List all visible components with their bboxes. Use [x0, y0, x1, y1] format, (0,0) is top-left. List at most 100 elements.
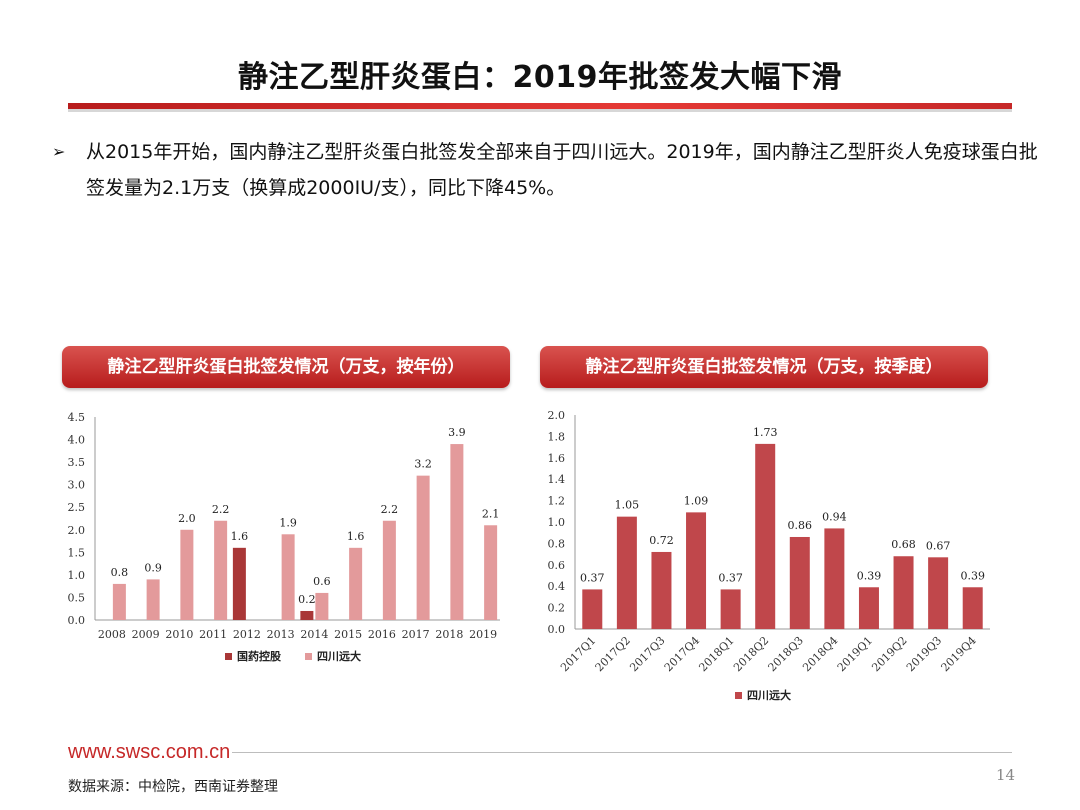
bar — [180, 529, 194, 620]
y-tick-label: 0.0 — [68, 614, 86, 627]
annual-bar-chart: 0.0 0.5 1.0 1.5 2.0 2.5 3.0 3.5 4.0 4.5 2008 2009 20… — [68, 411, 500, 663]
page-number: 14 — [996, 766, 1016, 784]
arrow-bullet-icon: ➢ — [52, 142, 66, 161]
data-label: 0.94 — [822, 510, 847, 523]
x-tick-label: 2019Q2 — [869, 634, 909, 674]
title-underline-shadow — [68, 109, 1012, 112]
footer-divider — [232, 752, 1012, 753]
y-tick-label: 4.5 — [68, 411, 86, 424]
legend-label: 国药控股 — [237, 649, 282, 663]
bar — [112, 583, 126, 620]
data-label: 3.9 — [448, 426, 466, 439]
y-tick-label: 1.8 — [548, 430, 566, 443]
y-tick-label: 0.2 — [548, 602, 566, 615]
x-tick-label: 2016 — [368, 628, 396, 641]
bar — [300, 610, 314, 620]
data-source: 数据来源：中检院，西南证券整理 — [68, 779, 278, 795]
bullet-text: 从2015年开始，国内静注乙型肝炎蛋白批签发全部来自于四川远大。2019年，国内… — [86, 141, 1038, 199]
x-tick-label: 2019Q1 — [835, 634, 875, 674]
bullet-point: ➢ 从2015年开始，国内静注乙型肝炎蛋白批签发全部来自于四川远大。2019年，… — [52, 134, 1042, 206]
data-label: 1.6 — [347, 530, 365, 543]
bar — [720, 589, 741, 629]
x-tick-label: 2008 — [98, 628, 126, 641]
data-label: 3.2 — [414, 458, 432, 471]
data-label: 0.9 — [144, 561, 162, 574]
y-tick-label: 1.2 — [548, 495, 566, 508]
x-tick-label: 2014 — [300, 628, 328, 641]
footer-url[interactable]: www.swsc.com.cn — [68, 741, 231, 763]
x-tick-label: 2013 — [267, 628, 295, 641]
data-label: 1.73 — [753, 426, 778, 439]
bar — [315, 592, 329, 620]
legend-swatch — [305, 653, 312, 660]
x-tick-label: 2017 — [402, 628, 430, 641]
bar — [349, 547, 363, 620]
y-tick-label: 1.5 — [68, 546, 86, 559]
chart-header-quarterly: 静注乙型肝炎蛋白批签发情况（万支，按季度） — [540, 346, 988, 388]
legend-swatch — [735, 692, 742, 699]
bar — [582, 589, 603, 629]
chart-header-annual: 静注乙型肝炎蛋白批签发情况（万支，按年份） — [62, 346, 510, 388]
title-underline — [68, 103, 1012, 109]
bar — [686, 512, 707, 629]
x-tick-label: 2018Q2 — [731, 634, 771, 674]
x-tick-label: 2018 — [435, 628, 463, 641]
x-tick-label: 2018Q4 — [800, 634, 840, 674]
x-tick-label: 2019 — [469, 628, 497, 641]
data-label: 0.37 — [718, 571, 743, 584]
data-label: 0.86 — [788, 519, 813, 532]
x-tick-label: 2015 — [334, 628, 362, 641]
y-tick-label: 2.5 — [68, 501, 86, 514]
legend-label: 四川远大 — [317, 649, 361, 663]
x-tick-label: 2017Q2 — [593, 634, 633, 674]
bar — [616, 516, 637, 629]
x-tick-label: 2009 — [132, 628, 160, 641]
bar — [382, 520, 396, 620]
bar — [281, 534, 295, 620]
legend-swatch — [225, 653, 232, 660]
x-tick-label: 2011 — [199, 628, 227, 641]
data-label: 1.9 — [279, 516, 297, 529]
y-tick-label: 0.4 — [548, 580, 566, 593]
x-tick-label: 2017Q1 — [558, 634, 598, 674]
y-tick-label: 3.5 — [68, 456, 86, 469]
y-tick-label: 0.6 — [548, 559, 566, 572]
data-label: 2.0 — [178, 512, 196, 525]
bar — [962, 587, 983, 629]
bar — [789, 536, 810, 629]
y-tick-label: 0.5 — [68, 591, 86, 604]
page-title: 静注乙型肝炎蛋白：2019年批签发大幅下滑 — [238, 60, 842, 95]
data-label: 2.1 — [482, 507, 500, 520]
y-tick-label: 1.0 — [548, 516, 566, 529]
x-tick-label: 2019Q3 — [904, 634, 944, 674]
bar — [484, 525, 498, 620]
data-label: 2.2 — [212, 503, 230, 516]
data-label: 0.2 — [298, 593, 316, 606]
y-tick-label: 3.0 — [68, 479, 86, 492]
x-tick-label: 2012 — [233, 628, 261, 641]
data-label: 0.72 — [649, 534, 674, 547]
bar — [755, 443, 776, 629]
data-label: 0.37 — [580, 571, 605, 584]
y-tick-label: 0.8 — [548, 537, 566, 550]
bar — [928, 557, 949, 629]
data-label: 0.39 — [960, 569, 985, 582]
bar — [858, 587, 879, 629]
bar — [450, 444, 464, 620]
legend-label: 四川远大 — [747, 688, 791, 702]
data-label: 0.68 — [891, 538, 916, 551]
bar — [146, 579, 160, 620]
y-tick-label: 1.4 — [548, 473, 566, 486]
bar — [893, 556, 914, 629]
bar — [416, 475, 430, 620]
bar — [824, 528, 845, 629]
bar — [214, 520, 228, 620]
x-tick-label: 2010 — [165, 628, 193, 641]
data-label: 1.09 — [684, 494, 709, 507]
y-tick-label: 0.0 — [548, 623, 566, 636]
bar — [651, 551, 672, 629]
x-tick-label: 2019Q4 — [939, 634, 979, 674]
x-tick-label: 2017Q3 — [627, 634, 667, 674]
data-label: 1.6 — [231, 530, 249, 543]
data-label: 0.67 — [926, 539, 951, 552]
